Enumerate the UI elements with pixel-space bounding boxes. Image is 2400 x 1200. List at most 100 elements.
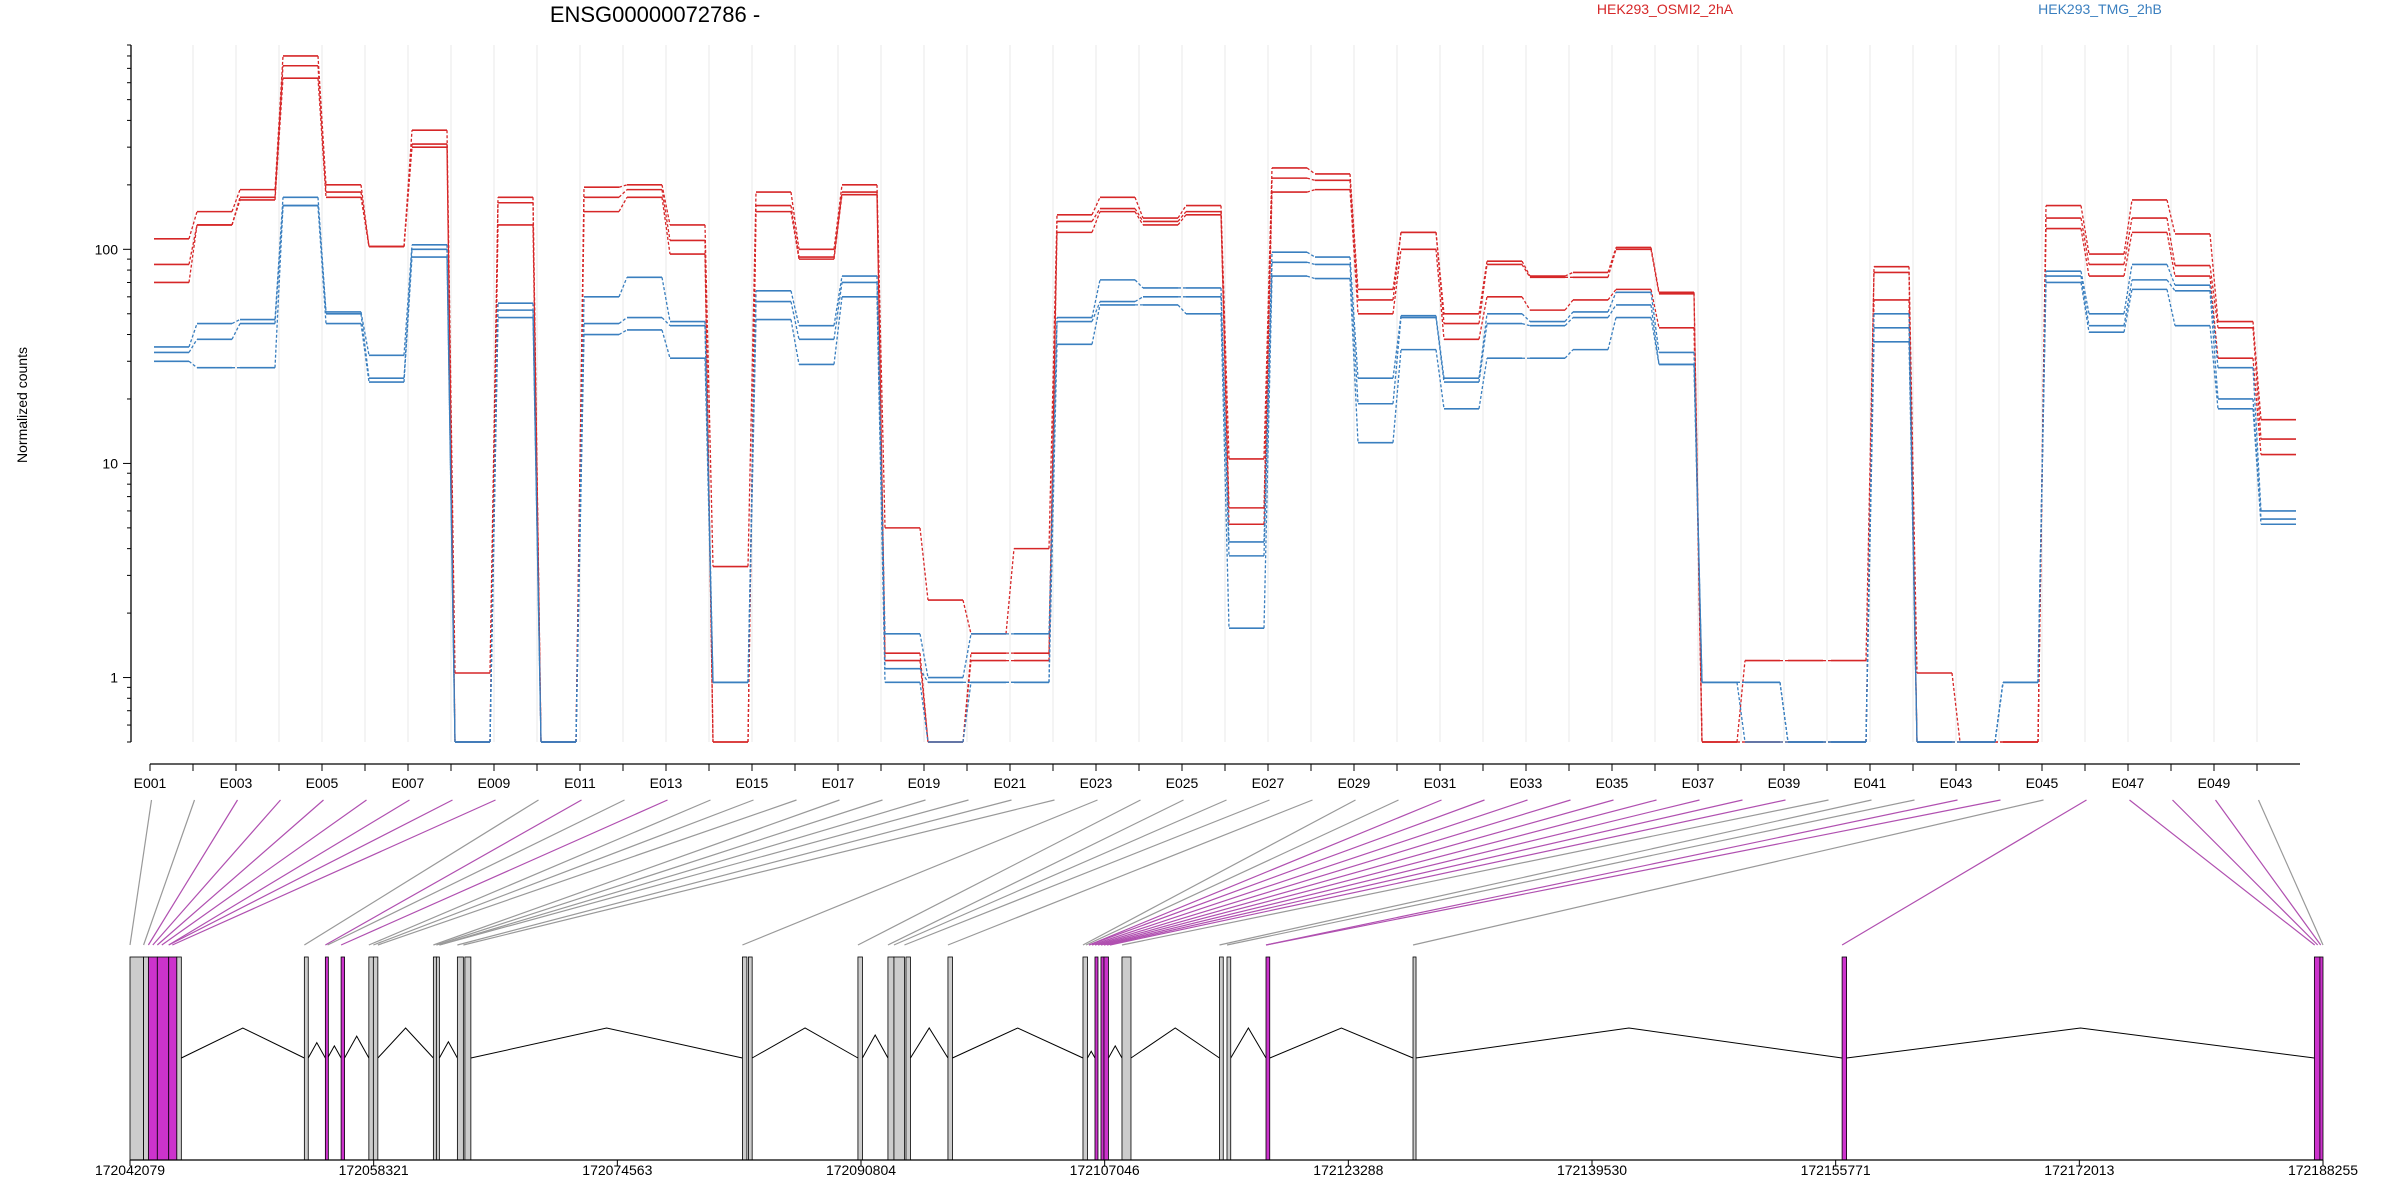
series-link bbox=[1134, 208, 1144, 222]
exon-label: E019 bbox=[908, 775, 941, 791]
exon-connector bbox=[1109, 799, 1786, 946]
series-link bbox=[1306, 167, 1316, 175]
exon-block bbox=[456, 956, 464, 1161]
intron bbox=[1230, 1027, 1267, 1059]
series-link bbox=[1521, 322, 1531, 327]
exon-label: E017 bbox=[822, 775, 855, 791]
series-link bbox=[1263, 262, 1273, 556]
exon-block bbox=[1226, 956, 1232, 1161]
exon-connector bbox=[152, 799, 281, 946]
exon-block bbox=[156, 956, 170, 1161]
series-link bbox=[2037, 282, 2047, 683]
exon-block bbox=[464, 956, 472, 1161]
series-link bbox=[403, 257, 413, 383]
exon-block bbox=[143, 956, 149, 1161]
series-link bbox=[1091, 211, 1101, 233]
exon-connector bbox=[439, 799, 926, 946]
intron bbox=[1087, 1050, 1096, 1059]
exon-connector bbox=[433, 799, 840, 946]
intron bbox=[1108, 1044, 1123, 1059]
exon-block bbox=[1265, 956, 1271, 1161]
exon-connector bbox=[373, 799, 754, 946]
series-link bbox=[790, 211, 800, 260]
exon-block bbox=[372, 956, 379, 1161]
series-link bbox=[919, 633, 929, 678]
exon-connector bbox=[1082, 799, 1356, 946]
intron bbox=[1269, 1027, 1414, 1059]
exon-block bbox=[147, 956, 158, 1161]
exon-connector bbox=[1085, 799, 1399, 946]
series-link bbox=[2166, 232, 2176, 277]
series-link bbox=[2123, 264, 2133, 314]
legend-label-osmi2: HEK293_OSMI2_2hA bbox=[1597, 1, 1734, 17]
series-link bbox=[2080, 275, 2090, 326]
series-link bbox=[2252, 327, 2262, 440]
series-link bbox=[661, 277, 671, 322]
exon-connector bbox=[1094, 799, 1571, 946]
series-link bbox=[1005, 548, 1015, 634]
series-link bbox=[2166, 199, 2176, 235]
series-link bbox=[1177, 304, 1187, 315]
series-link bbox=[1650, 317, 1660, 365]
exon-connector bbox=[156, 799, 324, 946]
series-link bbox=[2209, 276, 2219, 359]
series-link bbox=[575, 211, 585, 743]
series-link bbox=[2209, 325, 2219, 409]
exon-connector bbox=[2129, 799, 2316, 946]
exon-label: E015 bbox=[736, 775, 769, 791]
exon-label: E003 bbox=[220, 775, 253, 791]
y-axis: 1 10 100 bbox=[95, 44, 132, 743]
series-link bbox=[1392, 232, 1402, 301]
exon-block bbox=[905, 956, 911, 1161]
exon-axis: E001 E003 E005 E007 E009 E011 E013 E015 E017 E019… bbox=[134, 763, 2300, 791]
gene-model bbox=[129, 956, 2324, 1161]
series-link bbox=[1392, 317, 1402, 404]
series-link bbox=[661, 197, 671, 255]
intron bbox=[751, 1027, 859, 1059]
exon-label: E033 bbox=[1510, 775, 1543, 791]
intron bbox=[861, 1034, 889, 1059]
series-link bbox=[618, 184, 628, 188]
exon-connector bbox=[172, 799, 496, 946]
series-link bbox=[188, 360, 198, 369]
series-link bbox=[1951, 672, 1961, 743]
exon-label: E035 bbox=[1596, 775, 1629, 791]
series-link bbox=[1134, 296, 1144, 303]
exon-block bbox=[857, 956, 863, 1161]
series-link bbox=[1220, 214, 1230, 525]
series-link bbox=[747, 319, 757, 683]
series-link bbox=[446, 257, 456, 743]
series-link bbox=[1177, 214, 1187, 226]
series-link bbox=[1091, 197, 1101, 216]
exon-connector bbox=[168, 799, 410, 946]
series-link bbox=[962, 599, 972, 634]
series-link bbox=[661, 317, 671, 327]
series-link bbox=[919, 527, 929, 601]
series-link bbox=[1564, 317, 1574, 327]
legend-label-tmg: HEK293_TMG_2hB bbox=[2038, 1, 2162, 17]
series-link bbox=[1478, 313, 1488, 379]
exon-block bbox=[947, 956, 953, 1161]
exon-block bbox=[1841, 956, 1847, 1161]
exon-connector bbox=[143, 799, 196, 946]
series-link bbox=[1220, 211, 1230, 508]
exon-block bbox=[2319, 956, 2324, 1161]
series-link bbox=[1349, 264, 1359, 404]
exon-block bbox=[748, 956, 753, 1161]
series-link bbox=[962, 660, 972, 743]
series-link bbox=[231, 318, 241, 325]
exon-label: E007 bbox=[392, 775, 425, 791]
series-link bbox=[618, 196, 628, 212]
series-link bbox=[1177, 205, 1187, 219]
series-link bbox=[317, 65, 327, 193]
coordinate-label: 172090804 bbox=[826, 1162, 896, 1178]
series-link bbox=[1091, 301, 1101, 322]
series-link bbox=[2252, 358, 2262, 455]
series-link bbox=[1607, 317, 1617, 350]
exon-connector bbox=[377, 799, 797, 946]
exon-block bbox=[1103, 956, 1109, 1161]
series-link bbox=[704, 325, 714, 683]
series-link bbox=[360, 184, 370, 247]
series-link bbox=[1564, 311, 1574, 322]
